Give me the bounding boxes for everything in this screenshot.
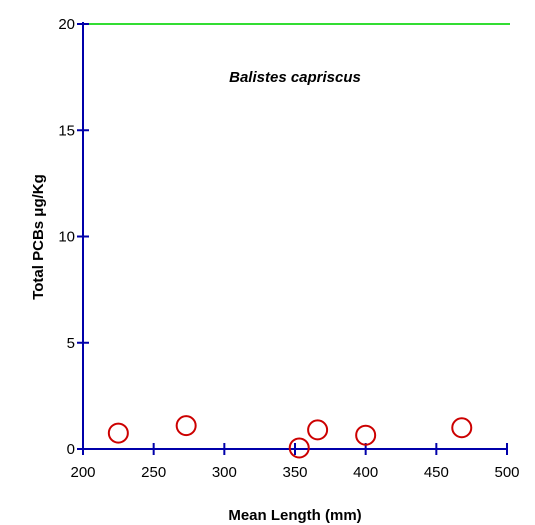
x-tick-label-400: 400 [353,464,378,481]
x-tick-label-200: 200 [70,464,95,481]
y-tick-label-15: 15 [58,122,75,139]
y-tick-label-20: 20 [58,16,75,33]
data-point-0-0 [107,422,129,444]
data-points [107,415,473,459]
species-annotation: Balistes capriscus [229,69,361,86]
data-point-0-3 [307,419,329,441]
axis-ticks: 200 250 300 350 400 450 500 0 5 10 15 20 [58,16,519,481]
y-tick-label-10: 10 [58,229,75,246]
x-tick-label-350: 350 [282,464,307,481]
x-tick-label-300: 300 [212,464,237,481]
y-tick-label-0: 0 [67,441,75,458]
y-axis-title: Total PCBs μg/Kg [30,174,47,300]
x-tick-label-500: 500 [494,464,519,481]
data-point-0-4 [355,424,377,446]
x-tick-label-250: 250 [141,464,166,481]
data-point-0-2 [288,437,310,459]
x-tick-label-450: 450 [424,464,449,481]
axes [82,22,508,450]
x-axis-title: Mean Length (mm) [228,507,361,524]
y-tick-label-5: 5 [67,335,75,352]
data-point-0-1 [175,415,197,437]
data-point-0-5 [451,417,473,439]
